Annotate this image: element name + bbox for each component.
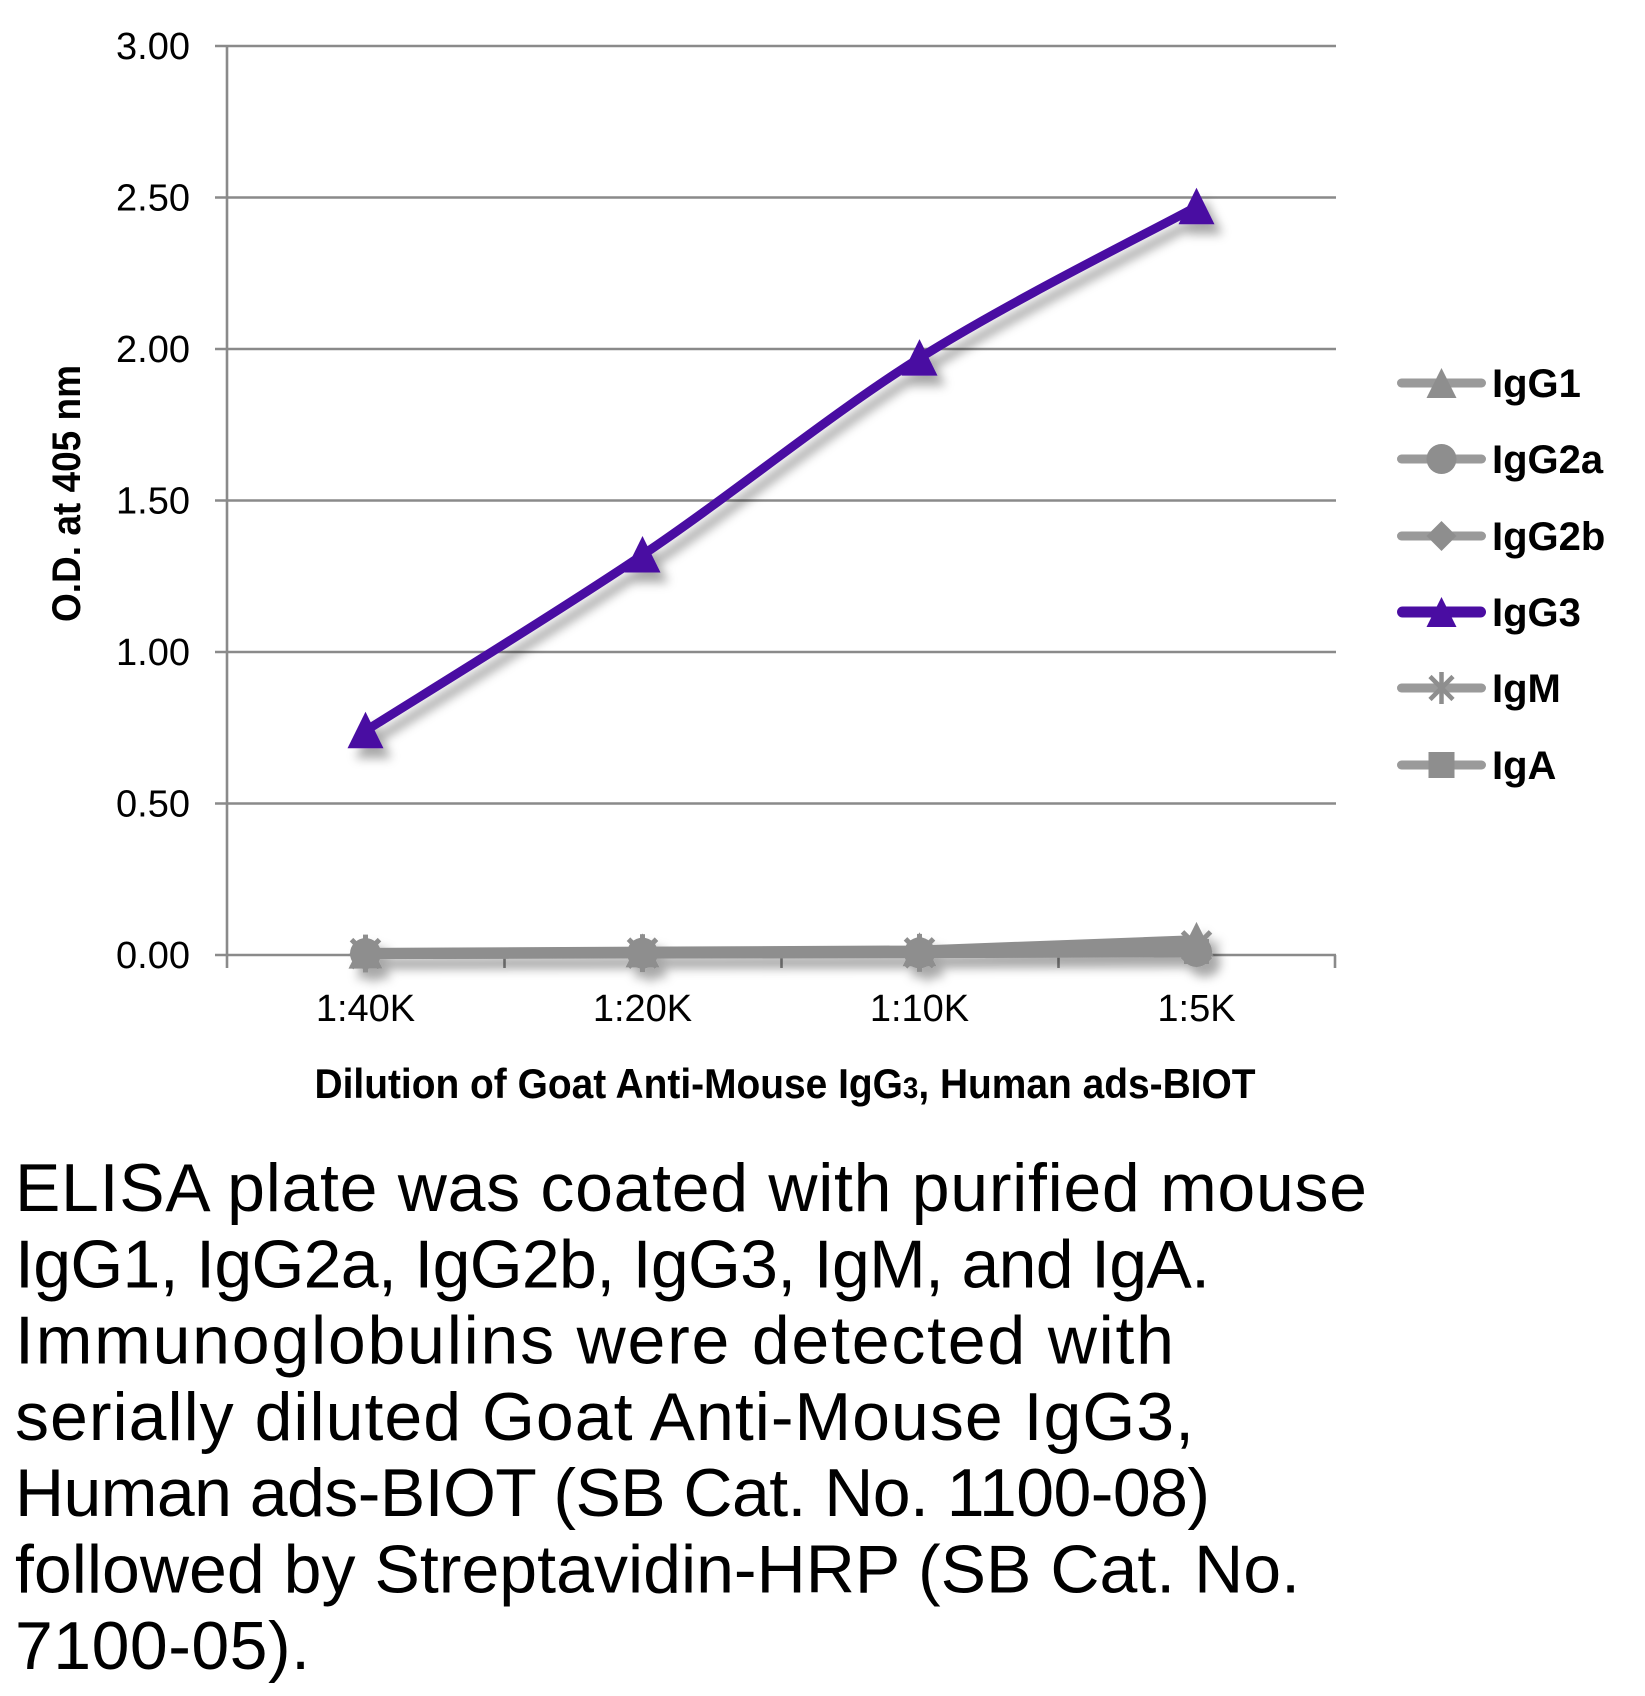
svg-text:1:40K: 1:40K [316, 988, 415, 1030]
svg-text:Human ads-BIOT (SB Cat. No. 11: Human ads-BIOT (SB Cat. No. 1100-08) [15, 1455, 1210, 1531]
svg-text:ELISA plate was coated with pu: ELISA plate was coated with purified mou… [15, 1150, 1367, 1226]
svg-text:IgM: IgM [1492, 667, 1561, 711]
svg-text:Dilution of Goat Anti-Mouse Ig: Dilution of Goat Anti-Mouse IgG3, Human … [315, 1060, 1256, 1107]
svg-text:7100-05).: 7100-05). [15, 1608, 310, 1684]
svg-text:1:20K: 1:20K [593, 988, 692, 1030]
svg-text:followed by Streptavidin-HRP (: followed by Streptavidin-HRP (SB Cat. No… [15, 1532, 1300, 1608]
svg-text:2.50: 2.50 [116, 178, 190, 220]
svg-text:IgG2b: IgG2b [1492, 515, 1605, 559]
svg-text:O.D. at 405 nm: O.D. at 405 nm [45, 365, 89, 622]
svg-text:3.00: 3.00 [116, 26, 190, 68]
svg-text:IgA: IgA [1492, 744, 1556, 788]
svg-text:IgG2a: IgG2a [1492, 438, 1604, 482]
svg-text:IgG1, IgG2a, IgG2b, IgG3, IgM,: IgG1, IgG2a, IgG2b, IgG3, IgM, and IgA. [15, 1226, 1210, 1302]
svg-text:0.00: 0.00 [116, 935, 190, 977]
svg-text:serially diluted Goat Anti-Mou: serially diluted Goat Anti-Mouse IgG3, [15, 1379, 1194, 1455]
svg-text:Immunoglobulins were detected: Immunoglobulins were detected with [15, 1303, 1174, 1379]
svg-text:1:5K: 1:5K [1157, 988, 1235, 1030]
svg-text:1.50: 1.50 [116, 481, 190, 523]
svg-text:1.00: 1.00 [116, 632, 190, 674]
svg-text:1:10K: 1:10K [870, 988, 969, 1030]
svg-text:2.00: 2.00 [116, 329, 190, 371]
svg-text:IgG1: IgG1 [1492, 362, 1581, 406]
svg-text:0.50: 0.50 [116, 784, 190, 826]
svg-text:IgG3: IgG3 [1492, 591, 1581, 635]
